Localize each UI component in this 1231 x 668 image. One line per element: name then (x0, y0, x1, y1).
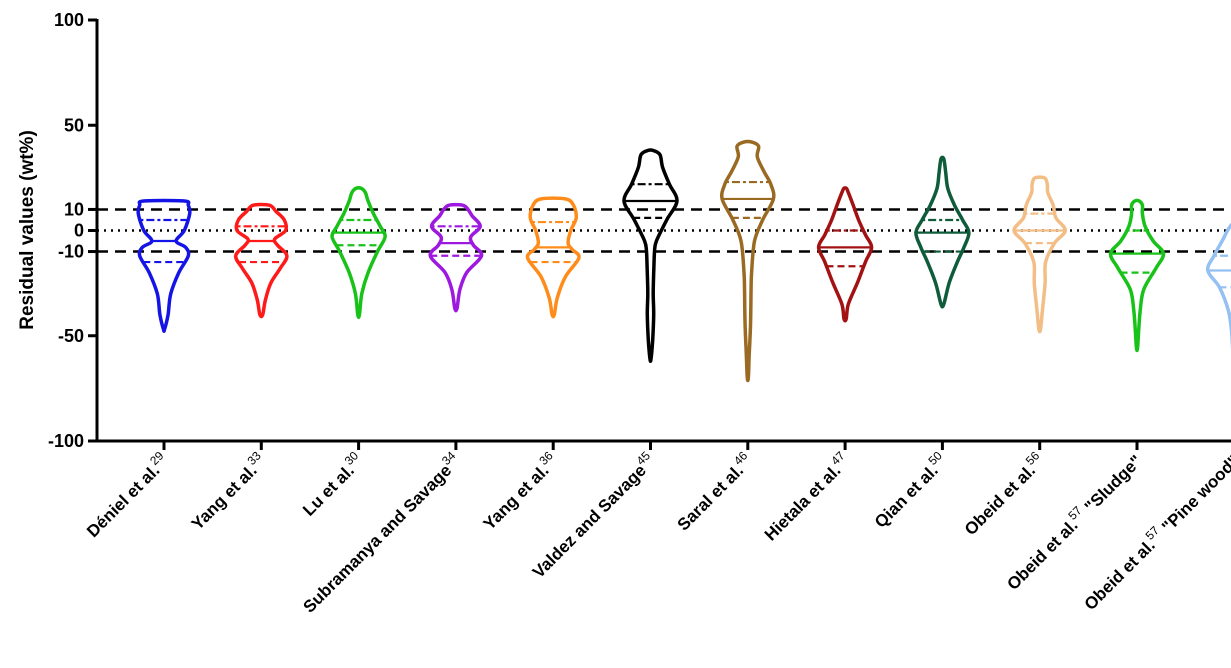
violin-outline (330, 186, 387, 320)
violin-outline (914, 155, 971, 309)
x-tick-label: Subramanya and Savage34 (297, 448, 465, 616)
violin-outline (1205, 222, 1231, 352)
violin-8 (816, 186, 874, 323)
violin-series (136, 139, 1231, 383)
x-tick-label: Déniel et al.29 (80, 448, 173, 541)
x-tick-label: Yang et al.33 (185, 448, 270, 533)
violin-outline (525, 196, 581, 319)
violin-9 (914, 155, 971, 309)
violin-4 (428, 202, 484, 313)
y-axis-title: Residual values (wt%) (17, 130, 38, 330)
violin-5 (525, 196, 581, 319)
violin-outline (1108, 198, 1166, 353)
x-tick-label: Hietala et al.47 (758, 448, 854, 544)
violin-7 (720, 139, 776, 383)
violin-outline (428, 202, 484, 313)
y-tick-label: 10 (64, 199, 84, 219)
violin-outline (233, 202, 289, 319)
violin-1 (136, 198, 192, 334)
violin-outline (816, 186, 874, 323)
x-tick-label: Qian et al.50 (868, 448, 951, 531)
violin-11 (1108, 198, 1166, 353)
x-tick-label: Obeid et al.56 (958, 448, 1049, 539)
x-tick-label: Lu et al.30 (296, 448, 367, 519)
y-tick-label: -50 (58, 326, 84, 346)
violin-3 (330, 186, 387, 320)
y-tick-label: 100 (54, 10, 84, 30)
violin-outline (136, 198, 192, 334)
x-tick-label: Saral et al.46 (671, 448, 757, 534)
y-tick-label: -10 (58, 242, 84, 262)
x-tick-label: Obeid et al.57 "Pine wood" (1078, 449, 1231, 614)
x-tick-label: Yang et al.36 (477, 448, 562, 533)
violin-outline (720, 139, 776, 383)
violin-outline (1012, 175, 1068, 334)
y-tick-label: 50 (64, 115, 84, 135)
violin-6 (622, 148, 679, 364)
y-tick-label: 0 (74, 221, 84, 241)
y-tick-label: -100 (48, 431, 84, 451)
violin-outline (622, 148, 679, 364)
violin-12 (1205, 222, 1231, 352)
violin-10 (1012, 175, 1068, 334)
violin-2 (233, 202, 289, 319)
